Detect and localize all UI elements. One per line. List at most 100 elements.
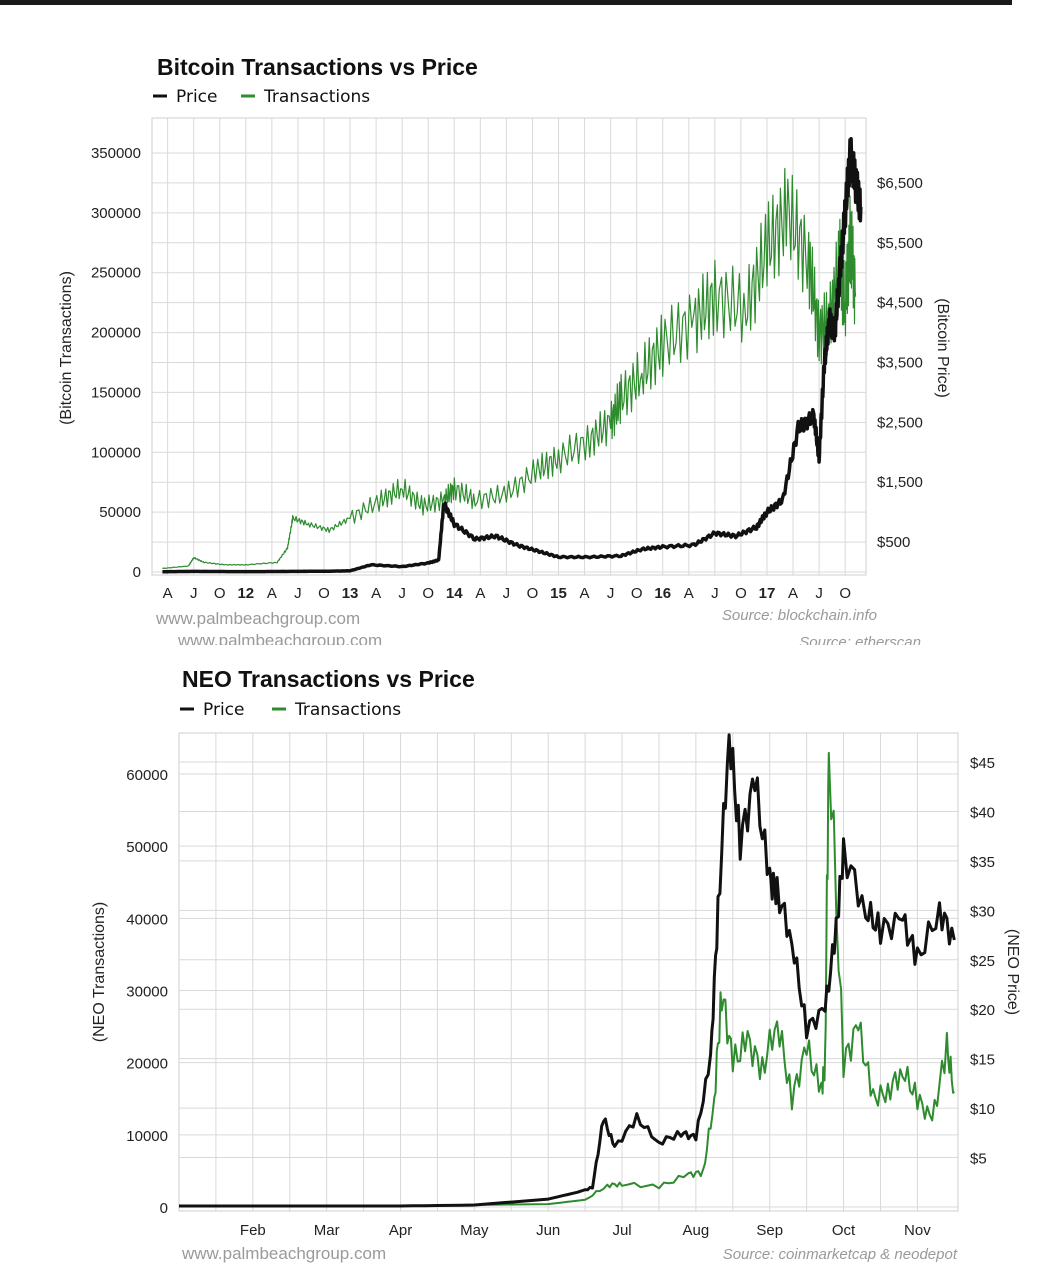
right-axis-label: (NEO Price) — [1004, 929, 1021, 1015]
x-axis: A J O 12 A J O 13 A J O 14 A J O 15 A J O 16 A J O 17 A J O — [163, 585, 851, 602]
x-axis: Feb Mar Apr May Jun Jul Aug Sep Oct Nov — [240, 1222, 931, 1239]
y-right-tick-label: $2,500 — [877, 414, 923, 431]
neo-chart: NEO Transactions vs Price Price Transact… — [91, 666, 1021, 1263]
y-right-tick-label: $45 — [970, 755, 995, 772]
y-right-tick-label: $10 — [970, 1101, 995, 1118]
x-tick-label: J — [711, 585, 719, 602]
x-tick-label: A — [267, 585, 277, 602]
y-right-tick-label: $3,500 — [877, 355, 923, 372]
gridlines — [152, 118, 866, 575]
x-tick-label: J — [503, 585, 511, 602]
x-tick-label: 14 — [446, 585, 463, 602]
right-axis: $500 $1,500 $2,500 $3,500 $4,500 $5,500 $6,500 — [877, 175, 923, 551]
x-tick-label: J — [815, 585, 823, 602]
y-right-tick-label: $1,500 — [877, 474, 923, 491]
legend-transactions-label: Transactions — [294, 700, 401, 720]
x-tick-label: A — [684, 585, 694, 602]
chart-title: NEO Transactions vs Price — [182, 666, 475, 692]
y-right-tick-label: $40 — [970, 804, 995, 821]
x-tick-label: O — [318, 585, 330, 602]
y-tick-label: 50000 — [126, 839, 168, 856]
y-right-tick-label: $15 — [970, 1052, 995, 1069]
x-tick-label: Apr — [389, 1222, 412, 1239]
bitcoin-chart: Bitcoin Transactions vs Price Price Tran… — [58, 54, 951, 645]
price-line — [162, 137, 863, 574]
x-tick-label: J — [190, 585, 198, 602]
chart-title: Bitcoin Transactions vs Price — [157, 54, 478, 80]
y-right-tick-label: $500 — [877, 534, 910, 551]
left-axis-label: (Bitcoin Transactions) — [58, 271, 75, 425]
left-axis-label: (NEO Transactions) — [91, 902, 108, 1042]
y-right-tick-label: $4,500 — [877, 295, 923, 312]
x-tick-label: J — [398, 585, 406, 602]
x-tick-label: Mar — [314, 1222, 340, 1239]
y-tick-label: 100000 — [91, 444, 141, 461]
y-right-tick-label: $5 — [970, 1151, 987, 1168]
y-tick-label: 300000 — [91, 205, 141, 222]
x-tick-label: May — [460, 1222, 489, 1239]
y-tick-label: 200000 — [91, 325, 141, 342]
x-tick-label: Jun — [536, 1222, 560, 1239]
y-right-tick-label: $25 — [970, 953, 995, 970]
x-tick-label: Sep — [756, 1222, 783, 1239]
y-tick-label: 40000 — [126, 911, 168, 928]
y-right-tick-label: $30 — [970, 903, 995, 920]
x-tick-label: A — [580, 585, 590, 602]
watermark-overlap: www.palmbeachgroup.com — [177, 631, 382, 645]
x-tick-label: 13 — [342, 585, 359, 602]
y-tick-label: 30000 — [126, 984, 168, 1001]
x-tick-label: O — [527, 585, 539, 602]
source-note-overlap: Source: etherscan — [799, 634, 921, 645]
gridlines — [179, 733, 958, 1211]
left-axis: 0 50000 100000 150000 200000 250000 300000 3500… — [91, 145, 141, 581]
watermark: www.palmbeachgroup.com — [155, 609, 360, 628]
y-right-tick-label: $6,500 — [877, 175, 923, 192]
x-tick-label: 17 — [759, 585, 776, 602]
x-tick-label: Nov — [904, 1222, 931, 1239]
x-tick-label: 16 — [654, 585, 671, 602]
right-axis: $5 $10 $15 $20 $25 $30 $35 $40 $45 — [970, 755, 995, 1168]
y-right-tick-label: $5,500 — [877, 235, 923, 252]
x-tick-label: A — [475, 585, 485, 602]
x-tick-label: O — [735, 585, 747, 602]
y-tick-label: 0 — [133, 564, 141, 581]
x-tick-label: O — [422, 585, 434, 602]
source-note: Source: blockchain.info — [722, 607, 877, 624]
x-tick-label: A — [788, 585, 798, 602]
series-layer — [179, 733, 956, 1208]
x-tick-label: A — [163, 585, 173, 602]
source-note: Source: coinmarketcap & neodepot — [723, 1246, 958, 1263]
y-tick-label: 250000 — [91, 265, 141, 282]
x-tick-label: A — [371, 585, 381, 602]
x-tick-label: Jul — [612, 1222, 631, 1239]
legend-transactions-label: Transactions — [263, 87, 370, 107]
x-tick-label: J — [607, 585, 615, 602]
watermark: www.palmbeachgroup.com — [181, 1244, 386, 1263]
transactions-line — [162, 167, 857, 569]
x-tick-label: O — [214, 585, 226, 602]
top-border-bar — [0, 0, 1012, 5]
x-tick-label: Feb — [240, 1222, 266, 1239]
y-tick-label: 150000 — [91, 384, 141, 401]
transactions-line — [179, 751, 956, 1208]
x-tick-label: O — [631, 585, 643, 602]
plot-frame — [151, 117, 867, 576]
x-tick-label: Oct — [832, 1222, 856, 1239]
y-tick-label: 10000 — [126, 1128, 168, 1145]
x-tick-label: 12 — [237, 585, 254, 602]
left-axis: 0 10000 20000 30000 40000 50000 60000 — [126, 767, 168, 1217]
y-tick-label: 350000 — [91, 145, 141, 162]
y-right-tick-label: $20 — [970, 1002, 995, 1019]
series-layer — [162, 137, 863, 574]
y-tick-label: 0 — [160, 1200, 168, 1217]
plot-frame — [178, 732, 959, 1212]
x-tick-label: J — [294, 585, 302, 602]
legend-price-label: Price — [176, 87, 217, 107]
y-tick-label: 60000 — [126, 767, 168, 784]
right-axis-label: (Bitcoin Price) — [934, 298, 951, 398]
y-tick-label: 20000 — [126, 1056, 168, 1073]
x-tick-label: Aug — [683, 1222, 710, 1239]
x-tick-label: O — [839, 585, 851, 602]
legend-price-label: Price — [203, 700, 244, 720]
y-tick-label: 50000 — [99, 504, 141, 521]
